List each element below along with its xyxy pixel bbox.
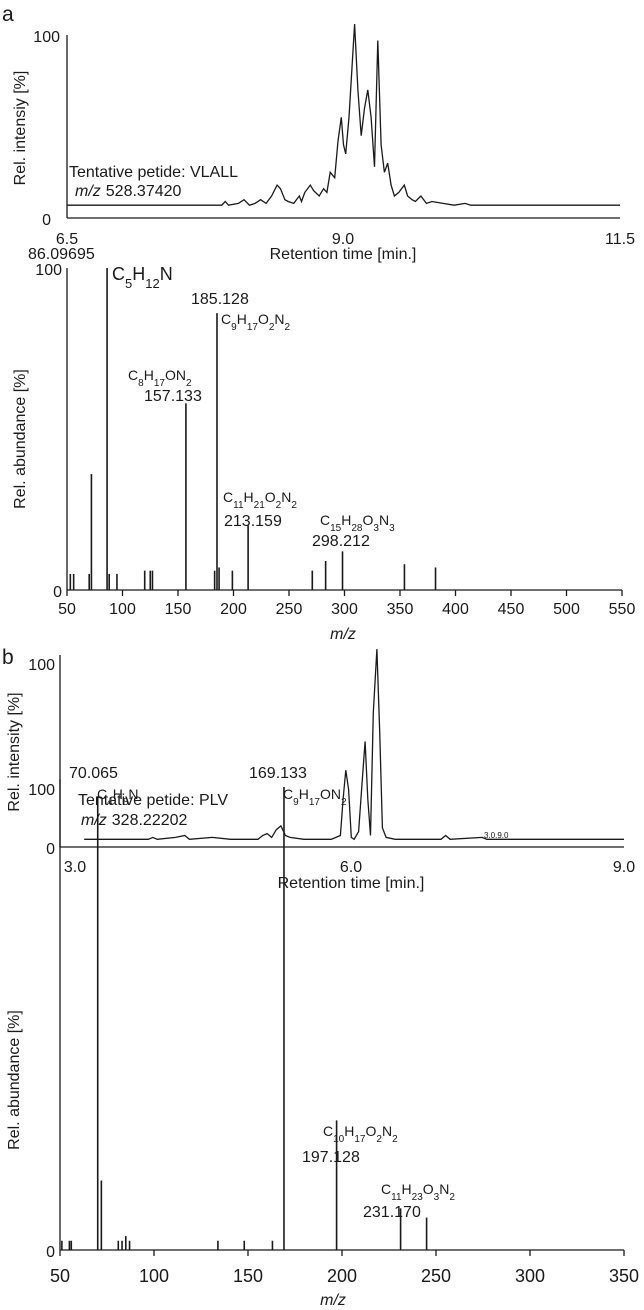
peak-mz-label: 213.159 <box>224 513 282 530</box>
x-tick-label: 250 <box>421 1266 451 1286</box>
x-tick-label: 150 <box>165 601 192 618</box>
mz-value: 528.37420 <box>106 183 182 200</box>
x-axis-label: Retention time [min.] <box>278 875 425 892</box>
mz-prefix: m/z <box>75 183 101 200</box>
mz-annotation: m/z 528.37420 <box>75 183 182 200</box>
peak-mz-label: 70.065 <box>69 765 118 782</box>
peak-formula-label: C11H23O3N2 <box>381 1181 455 1203</box>
x-tick-label: 100 <box>139 1266 169 1286</box>
y-tick-label: 100 <box>33 29 60 46</box>
peak-mz-label: 169.133 <box>249 765 307 782</box>
peak-formula-label: C9H17ON2 <box>283 786 347 808</box>
y-tick-label: 100 <box>35 262 62 279</box>
peak-formula-label: C8H17ON2 <box>128 367 192 389</box>
spectrum-peaks <box>69 268 437 590</box>
peak-mz-label: 185.128 <box>191 291 249 308</box>
peak-formula-label: C5H12N <box>112 264 173 291</box>
y-axis-label: Rel. intensiy [%] <box>12 71 29 186</box>
x-tick-label: 50 <box>58 601 76 618</box>
y-axis-label: Rel. abundance [%] <box>6 1010 23 1150</box>
y-tick-label: 100 <box>28 782 55 799</box>
peptide-annotation: Tentative petide: VLALL <box>69 164 238 181</box>
x-tick-label: 300 <box>515 1266 545 1286</box>
spectrum-peaks <box>61 787 428 1250</box>
mz-prefix: m/z <box>81 812 107 829</box>
x-tick-label: 6.5 <box>56 231 78 248</box>
chromatogram-trace <box>84 649 624 841</box>
small-annotation: 3.0.9.0 <box>484 831 509 840</box>
x-tick-label: 50 <box>50 1266 70 1286</box>
peak-mz-label: 86.09695 <box>28 246 95 263</box>
peak-formula-label: C15H28O3N3 <box>320 512 395 534</box>
y-tick-label: 0 <box>46 1244 55 1261</box>
x-tick-label: 500 <box>553 601 580 618</box>
x-tick-label: 9.0 <box>332 231 354 248</box>
chart-a-spectrum: Rel. abundance [%] m/z 0 100 50 100 150 200… <box>12 246 635 643</box>
x-tick-label: 11.5 <box>605 231 635 248</box>
x-tick-label: 9.0 <box>613 859 635 876</box>
y-axis-label: Rel. abundance [%] <box>12 369 29 509</box>
panel-label-b: b <box>2 646 14 669</box>
x-tick-label: 250 <box>276 601 303 618</box>
peak-mz-label: 197.128 <box>302 1149 360 1166</box>
x-axis-label: m/z <box>320 1292 346 1309</box>
y-tick-label: 0 <box>42 212 51 229</box>
y-tick-label: 0 <box>53 584 62 601</box>
x-tick-label: 350 <box>387 601 414 618</box>
peak-formula-label: C11H21O2N2 <box>223 489 297 511</box>
chromatogram-trace <box>67 23 620 206</box>
peak-mz-label: 157.133 <box>144 388 202 405</box>
x-tick-label: 6.0 <box>340 859 362 876</box>
x-axis-label: Retention time [min.] <box>270 246 417 263</box>
mz-value: 328.22202 <box>112 812 188 829</box>
x-ticks: 50 100 150 200 250 300 350 <box>50 1250 639 1286</box>
y-tick-label: 0 <box>46 841 55 858</box>
x-tick-label: 300 <box>331 601 358 618</box>
peak-formula-label: C10H17O2N2 <box>323 1123 398 1145</box>
x-tick-label: 400 <box>442 601 469 618</box>
x-tick-label: 200 <box>220 601 247 618</box>
chart-a-chromatogram: Rel. intensiy [%] Retention time [min.] … <box>12 23 635 263</box>
x-ticks: 50 100 150 200 250 300 350 400 450 500 550 <box>58 590 635 618</box>
panel-label-a: a <box>2 3 14 26</box>
x-tick-label: 550 <box>609 601 636 618</box>
peak-formula-label: C9H17O2N2 <box>221 311 291 333</box>
peptide-annotation: Tentative petide: PLV <box>78 792 228 809</box>
x-tick-label: 200 <box>327 1266 357 1286</box>
x-tick-label: 450 <box>498 601 525 618</box>
x-tick-label: 100 <box>109 601 136 618</box>
x-tick-label: 350 <box>609 1266 639 1286</box>
y-tick-label: 100 <box>28 657 55 674</box>
mz-annotation: m/z 328.22202 <box>81 812 188 829</box>
peak-mz-label: 298.212 <box>312 533 370 550</box>
x-tick-label: 3.0 <box>64 859 86 876</box>
chart-b-chromatogram: Rel. intensity [%] Retention time [min.]… <box>6 649 635 892</box>
x-axis-label: m/z <box>330 626 356 643</box>
peak-mz-label: 231.170 <box>363 1204 421 1221</box>
x-tick-label: 150 <box>233 1266 263 1286</box>
y-axis-label: Rel. intensity [%] <box>6 692 23 811</box>
